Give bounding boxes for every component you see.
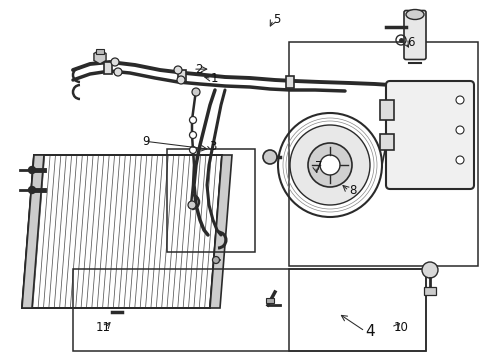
Circle shape <box>290 125 370 205</box>
Bar <box>289 269 426 351</box>
Bar <box>286 76 294 88</box>
Circle shape <box>192 88 200 96</box>
Polygon shape <box>22 155 222 308</box>
Text: 6: 6 <box>407 36 415 49</box>
Polygon shape <box>22 155 44 308</box>
Text: 7: 7 <box>315 160 322 173</box>
Bar <box>178 70 186 82</box>
Circle shape <box>456 156 464 164</box>
Circle shape <box>111 58 119 66</box>
FancyBboxPatch shape <box>386 81 474 189</box>
Circle shape <box>28 166 35 174</box>
Circle shape <box>308 143 352 187</box>
Circle shape <box>190 117 196 123</box>
Bar <box>96 49 104 54</box>
Bar <box>380 100 394 120</box>
Polygon shape <box>210 155 232 308</box>
Text: 2: 2 <box>195 63 202 76</box>
Bar <box>167 149 255 252</box>
Ellipse shape <box>406 9 424 19</box>
Circle shape <box>263 150 277 164</box>
Circle shape <box>28 186 35 194</box>
Circle shape <box>190 147 196 153</box>
Circle shape <box>213 256 220 264</box>
Circle shape <box>177 76 185 84</box>
Text: 3: 3 <box>209 140 217 153</box>
FancyBboxPatch shape <box>404 10 426 59</box>
Text: 8: 8 <box>349 184 357 197</box>
Text: 10: 10 <box>393 321 408 334</box>
Text: 5: 5 <box>273 13 281 26</box>
Polygon shape <box>94 50 106 64</box>
Circle shape <box>422 262 438 278</box>
Circle shape <box>114 68 122 76</box>
Circle shape <box>190 131 196 139</box>
Bar <box>73 269 426 351</box>
Bar <box>104 62 112 74</box>
Text: 1: 1 <box>211 72 219 85</box>
Circle shape <box>456 126 464 134</box>
Circle shape <box>188 201 196 209</box>
Bar <box>424 287 436 295</box>
Text: 4: 4 <box>365 324 375 339</box>
Bar <box>289 42 478 266</box>
Bar <box>266 298 274 303</box>
Circle shape <box>174 66 182 74</box>
Circle shape <box>320 155 340 175</box>
Bar <box>380 134 394 150</box>
Text: 11: 11 <box>96 321 110 334</box>
Circle shape <box>456 96 464 104</box>
Text: 9: 9 <box>142 135 150 148</box>
